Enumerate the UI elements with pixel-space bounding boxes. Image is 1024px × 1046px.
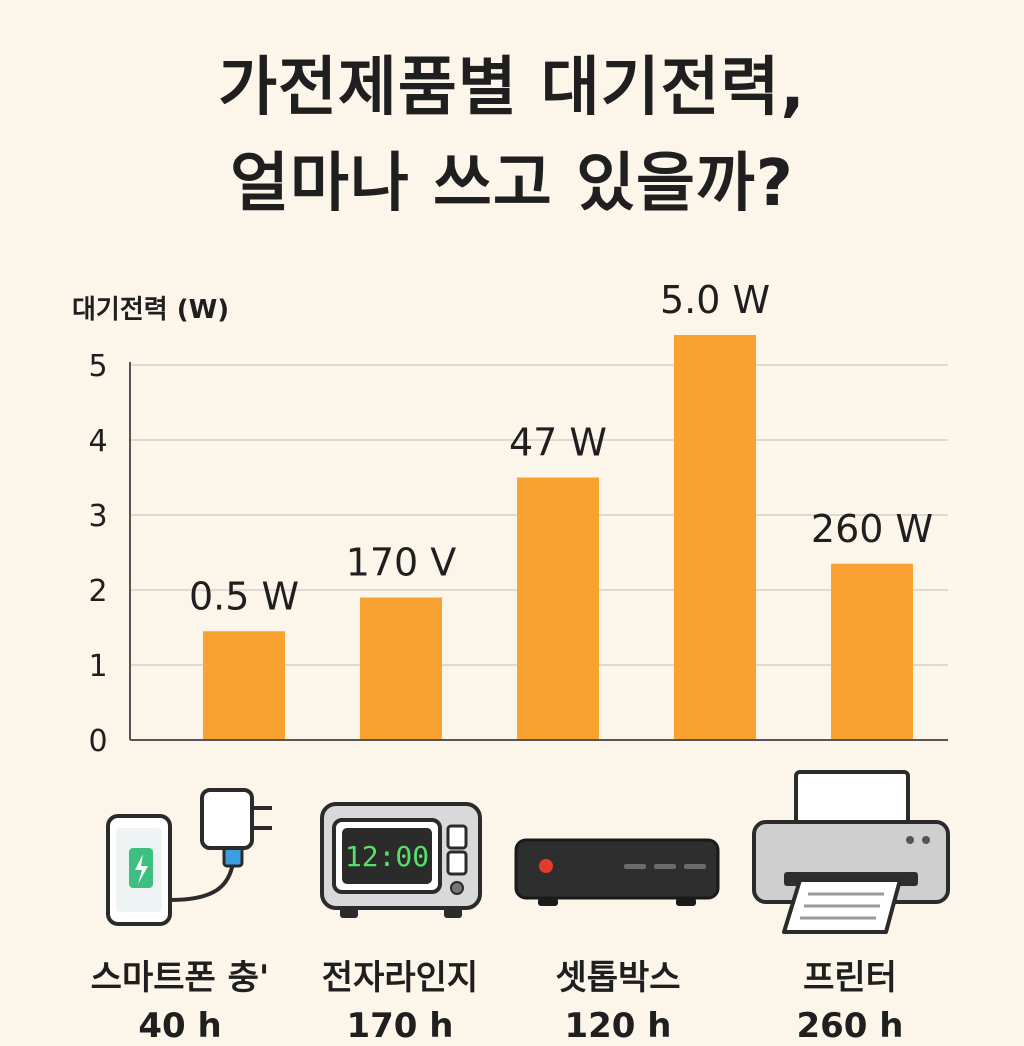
smartphone-charger-icon: [106, 788, 272, 926]
y-tick-label: 2: [88, 574, 107, 609]
title-line-1: 가전제품별 대기전력,: [218, 51, 806, 125]
data-label-4: 260 W: [811, 507, 933, 551]
chart-title: 가전제품별 대기전력, 얼마나 쓰고 있을까?: [0, 40, 1024, 232]
data-label-0: 0.5 W: [189, 574, 299, 618]
title-line-2: 얼마나 쓰고 있을까?: [230, 147, 794, 221]
data-label-2: 47 W: [509, 421, 607, 465]
data-label-3: 5.0 W: [660, 278, 770, 322]
footnote-settop: 120 h: [564, 1006, 672, 1046]
category-label-printer: 프린터: [803, 958, 897, 998]
footnote-printer: 260 h: [796, 1006, 904, 1046]
bar-2: [517, 477, 599, 740]
bar-0: [203, 631, 285, 740]
category-label-settop: 셋톱박스: [555, 958, 681, 998]
y-tick-label: 0: [88, 724, 107, 759]
footnote-microwave: 170 h: [346, 1006, 454, 1046]
y-tick-label: 3: [88, 499, 107, 534]
category-label-smartphone: 스마트폰 충': [90, 958, 270, 998]
y-tick-label: 4: [88, 424, 107, 459]
y-axis-label: 대기전력 (W): [72, 295, 229, 325]
data-label-1: 170 V: [346, 541, 457, 585]
printer-icon: [752, 770, 950, 934]
bar-4: [831, 563, 913, 740]
y-tick-label: 5: [88, 349, 107, 384]
bar-1: [360, 597, 442, 740]
set-top-box-icon: [514, 838, 720, 906]
microwave-display: 12:00: [345, 840, 429, 873]
category-label-microwave: 전자라인지: [321, 958, 479, 998]
y-tick-label: 1: [88, 649, 107, 684]
bar-3: [674, 335, 756, 740]
bar-chart: 대기전력 (W) 0 1 2 3 4 5 0.5 W 170 V 47 W 5.0 W 260 W: [72, 278, 948, 759]
microwave-icon: 12:00: [320, 802, 482, 918]
footnote-smartphone: 40 h: [138, 1006, 222, 1046]
